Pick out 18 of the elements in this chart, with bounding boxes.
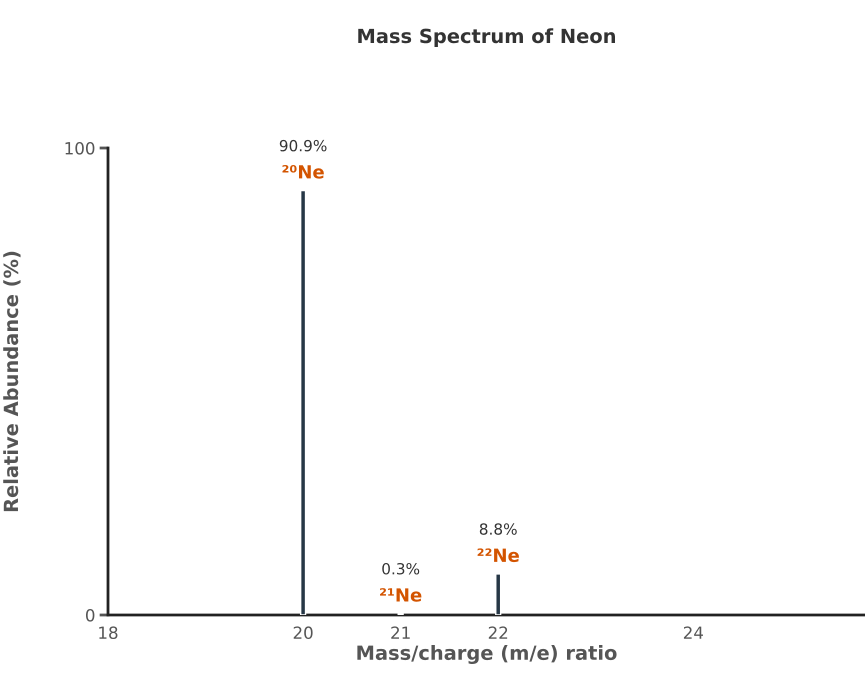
annotation: ²⁰Ne [282, 165, 324, 179]
data-label: 8.8% [480, 523, 517, 535]
x-tick-label: 20 [294, 626, 313, 640]
annotation: ²²Ne [478, 548, 519, 562]
x-tick-label: 22 [488, 626, 508, 639]
annotation: ²¹Ne [380, 588, 422, 602]
x-tick-label: 18 [99, 626, 118, 640]
bar [300, 190, 306, 615]
chart-title: Mass Spectrum of Neon [358, 28, 615, 48]
y-axis-title: Relative Abundance (%) [3, 252, 21, 512]
y-tick-label: 0 [86, 608, 94, 622]
x-tick-label: 24 [684, 626, 703, 639]
bar [495, 573, 502, 615]
x-axis-title: Mass/charge (m/e) ratio [357, 645, 617, 664]
data-label: 90.9% [280, 140, 327, 152]
y-tick-label: 100 [66, 142, 94, 155]
x-tick-label: 21 [391, 626, 410, 639]
data-label: 0.3% [382, 562, 420, 575]
